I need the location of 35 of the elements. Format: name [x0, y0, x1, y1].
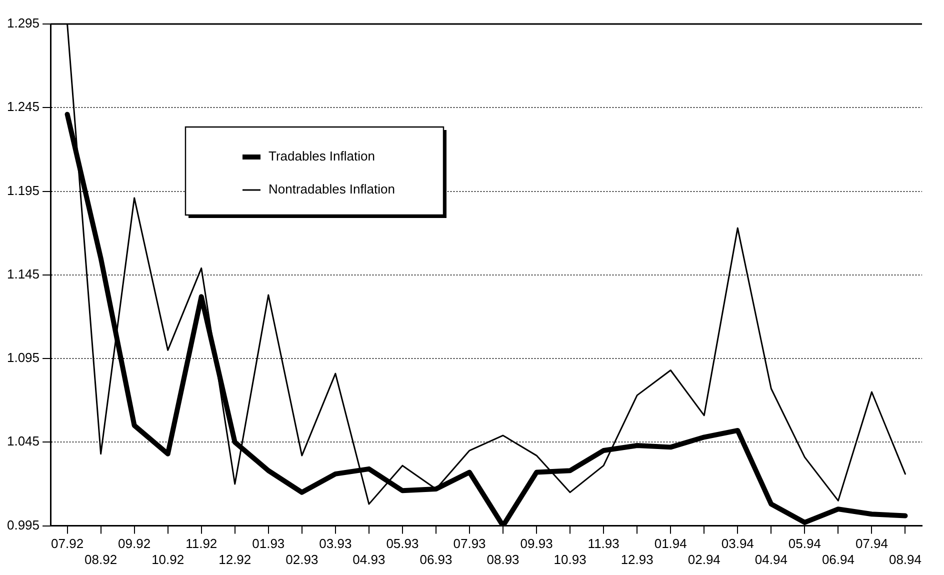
x-tick-label: 10.93 — [554, 552, 586, 567]
x-tick-label: 05.94 — [788, 536, 821, 552]
legend-label: Tradables Inflation — [268, 148, 375, 164]
y-tick-label: 1.295 — [6, 16, 40, 31]
x-tick-label: 10.92 — [152, 552, 184, 567]
x-tick-label: 07.92 — [51, 536, 84, 552]
x-tick-label: 04.93 — [352, 552, 386, 567]
x-tick-label: 04.94 — [754, 552, 788, 567]
x-tick-label: 01.94 — [654, 536, 687, 552]
x-tick-label: 03.94 — [721, 536, 754, 552]
x-tick-label: 08.93 — [486, 552, 520, 567]
x-tick-label: 02.94 — [688, 552, 720, 567]
x-tick-label: 03.93 — [319, 536, 352, 552]
y-tick-label: 1.045 — [6, 434, 40, 449]
x-tick-label: 11.92 — [186, 536, 218, 552]
x-tick-label: 07.93 — [453, 536, 486, 552]
y-tick-label: 1.095 — [6, 350, 40, 366]
x-tick-label: 01.93 — [252, 536, 285, 552]
x-tick-label: 02.93 — [286, 552, 318, 567]
y-tick-label: 0.995 — [6, 517, 40, 532]
legend-label: Nontradables Inflation — [268, 182, 395, 197]
x-tick-label: 05.93 — [386, 536, 419, 552]
y-tick-label: 1.195 — [6, 182, 40, 198]
x-tick-label: 09.92 — [118, 536, 151, 552]
x-tick-label: 06.94 — [822, 552, 854, 567]
x-tick-label: 08.92 — [84, 552, 118, 567]
x-tick-label: 09.93 — [520, 536, 553, 552]
x-tick-label: 06.93 — [420, 552, 452, 567]
x-tick-label: 07.94 — [855, 536, 888, 552]
x-tick-label: 11.93 — [588, 536, 620, 552]
x-tick-label: 12.92 — [218, 552, 252, 567]
x-tick-label: 08.94 — [888, 552, 922, 567]
y-tick-label: 1.145 — [6, 266, 40, 282]
y-tick-label: 1.245 — [6, 99, 40, 114]
x-tick-label: 12.93 — [620, 552, 654, 567]
